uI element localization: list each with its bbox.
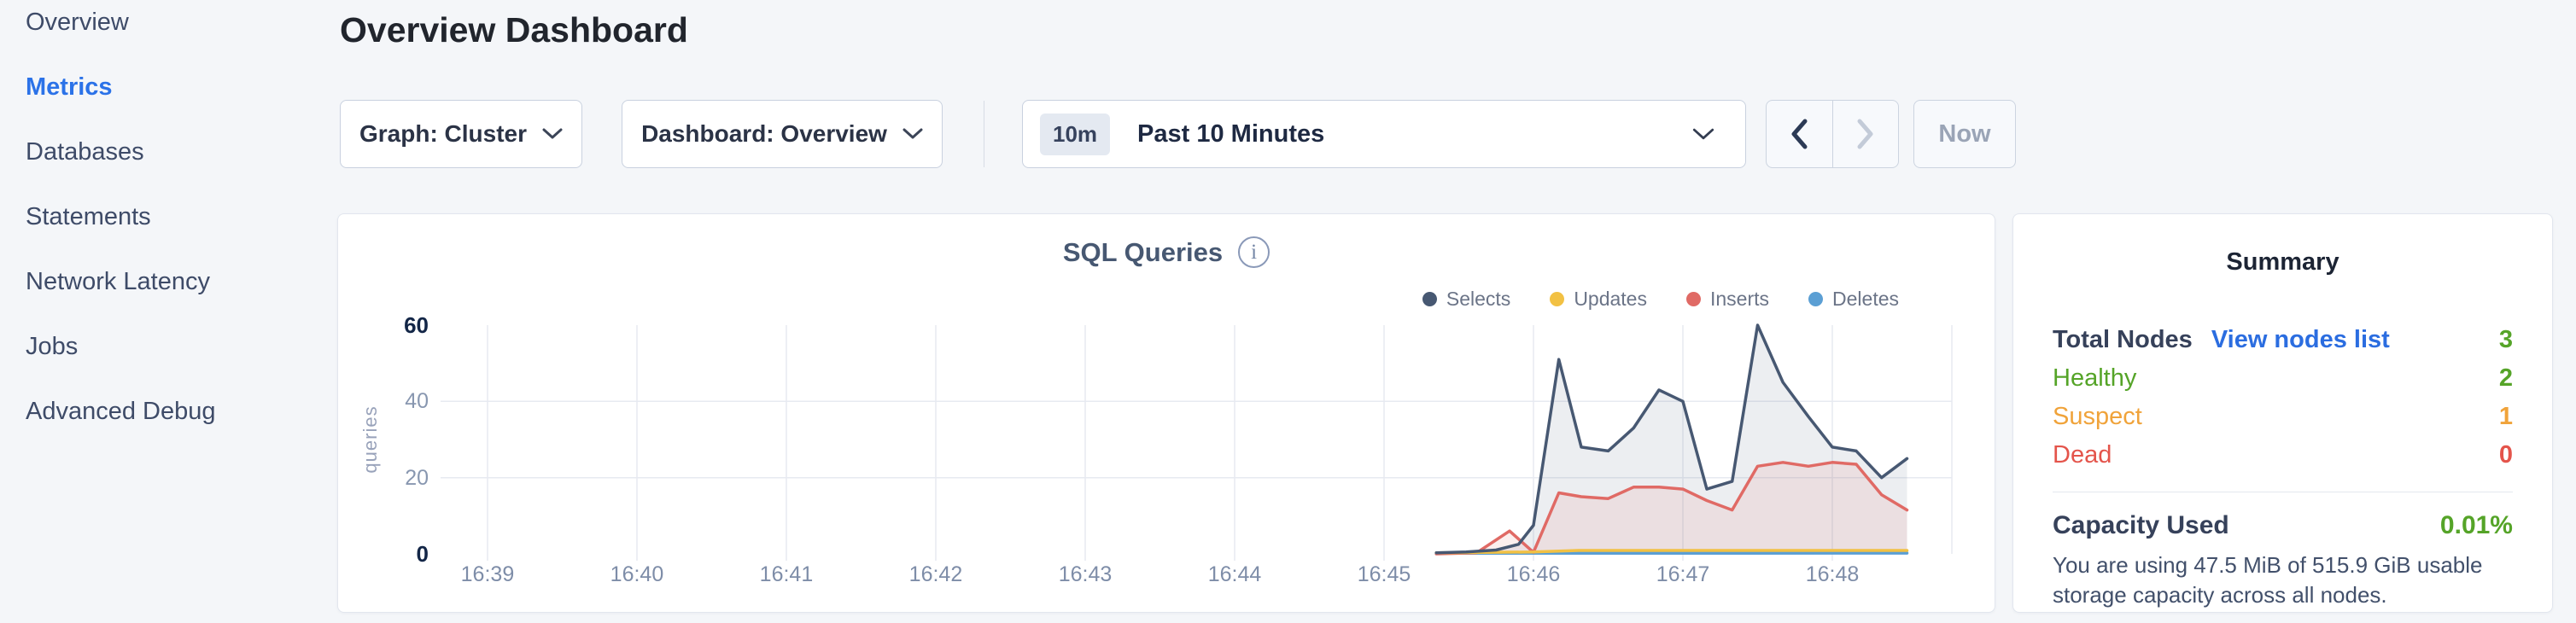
sidebar-item-statements[interactable]: Statements [26,202,151,230]
capacity-used-row: Capacity Used 0.01% [2053,511,2513,540]
chevron-down-icon [1692,128,1714,139]
dashboard-dropdown[interactable]: Dashboard: Overview [622,100,943,168]
sidebar-item-network-latency[interactable]: Network Latency [26,267,210,295]
legend-label: Inserts [1709,288,1770,310]
view-nodes-list-link[interactable]: View nodes list [2211,326,2390,353]
x-axis-tick-label: 16:45 [1357,562,1411,586]
legend-label: Deletes [1832,288,1899,310]
legend-item-updates[interactable]: Updates [1550,288,1647,311]
sidebar-item-jobs[interactable]: Jobs [26,332,79,360]
suspect-label: Suspect [2053,403,2142,430]
chevron-down-icon [902,128,923,139]
y-axis-tick-label: 60 [404,312,429,338]
summary-row-healthy: Healthy 2 [2053,359,2513,398]
sidebar-item-metrics[interactable]: Metrics [26,73,113,101]
capacity-used-label: Capacity Used [2053,511,2229,539]
app-sidebar: Overview Metrics Databases Statements Ne… [0,0,320,623]
x-axis-tick-label: 16:41 [759,562,814,586]
sidebar-item-advanced-debug[interactable]: Advanced Debug [26,397,216,425]
series-selects-line [1434,323,1909,555]
graph-dropdown-label: Graph: Cluster [359,120,528,147]
chevron-right-icon [1857,119,1873,149]
legend-dot [1808,292,1824,306]
dead-value: 0 [2498,441,2513,469]
time-range-badge: 10m [1040,113,1111,155]
y-axis-tick-label: 20 [405,465,429,490]
legend-item-inserts[interactable]: Inserts [1685,288,1770,311]
summary-panel: Summary Total Nodes View nodes list 3 He… [2012,213,2553,613]
summary-title: Summary [2226,248,2339,276]
time-range-selector[interactable]: 10m Past 10 Minutes [1022,100,1746,168]
y-axis-tick-label: 0 [416,541,429,567]
legend-item-selects[interactable]: Selects [1422,288,1510,311]
series-updates-line [1434,549,1909,555]
info-icon[interactable]: i [1238,236,1270,268]
time-range-label: Past 10 Minutes [1137,119,1325,148]
x-axis-tick-label: 16:39 [460,562,515,586]
graph-dropdown[interactable]: Graph: Cluster [340,100,582,168]
page-title: Overview Dashboard [340,10,688,49]
chart-plot-area[interactable] [441,323,1953,561]
legend-item-deletes[interactable]: Deletes [1808,288,1899,311]
x-axis-tick-label: 16:40 [610,562,664,586]
suspect-value: 1 [2498,403,2513,430]
x-axis-tick-label: 16:42 [908,562,963,586]
total-nodes-label: Total Nodes [2053,326,2193,353]
chevron-down-icon [542,128,563,139]
x-axis-tick-label: 16:46 [1506,562,1561,586]
legend-dot [1422,292,1437,306]
series-selects-area [1436,325,1907,554]
prev-time-button[interactable] [1767,101,1832,167]
sidebar-item-overview[interactable]: Overview [26,8,129,36]
chart-legend: Selects Updates Inserts Deletes [1422,288,1899,311]
y-axis-label: queries [359,405,381,474]
sql-queries-chart-card: SQL Queries i Selects Updates Inserts Delet… [337,213,1995,613]
sidebar-item-databases[interactable]: Databases [26,137,144,166]
chart-title: SQL Queries [1062,236,1224,267]
chevron-left-icon [1791,119,1808,149]
next-time-button[interactable] [1831,101,1899,167]
summary-row-total-nodes: Total Nodes View nodes list 3 [2053,321,2513,359]
dashboard-dropdown-label: Dashboard: Overview [641,120,887,147]
healthy-value: 2 [2498,364,2513,392]
total-nodes-value: 3 [2498,326,2513,353]
dead-label: Dead [2053,441,2112,469]
legend-label: Selects [1446,288,1511,310]
time-pager [1766,100,1899,168]
now-button[interactable]: Now [1913,100,2016,168]
legend-dot [1685,292,1701,306]
capacity-used-value: 0.01% [2439,511,2513,539]
x-axis-tick-label: 16:44 [1207,562,1262,586]
x-axis-tick-label: 16:47 [1656,562,1710,586]
x-axis-tick-label: 16:48 [1805,562,1860,586]
legend-dot [1550,292,1565,306]
now-button-label: Now [1938,119,1991,148]
healthy-label: Healthy [2053,364,2137,392]
summary-row-dead: Dead 0 [2053,436,2513,475]
series-inserts-area [1436,462,1907,554]
legend-label: Updates [1574,288,1647,310]
summary-row-suspect: Suspect 1 [2053,398,2513,436]
y-axis-tick-label: 40 [405,389,429,414]
capacity-description: You are using 47.5 MiB of 515.9 GiB usab… [2053,552,2483,608]
x-axis-tick-label: 16:43 [1058,562,1113,586]
